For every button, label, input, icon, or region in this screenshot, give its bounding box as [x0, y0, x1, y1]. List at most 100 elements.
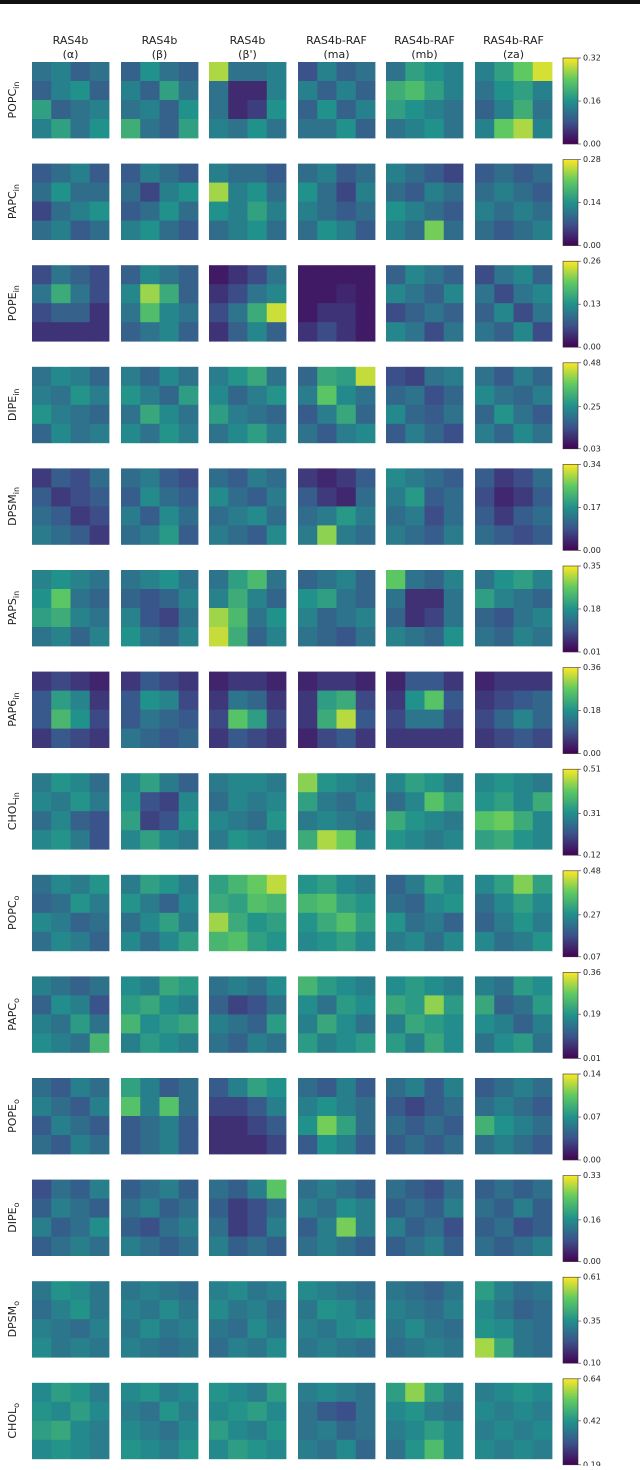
- heatmap-cell: [355, 1033, 376, 1053]
- heatmap-cell: [355, 1338, 376, 1358]
- heatmap-cell: [51, 570, 71, 590]
- heatmap-cell: [159, 1033, 180, 1053]
- heatmap-cell: [70, 1281, 91, 1301]
- heatmap-cell: [405, 589, 425, 609]
- colorbar-tick-label: 0.64: [583, 1374, 601, 1383]
- heatmap-cell: [121, 627, 141, 647]
- heatmap-cell: [405, 1420, 425, 1441]
- colorbar-tick-label: 0.35: [583, 562, 601, 571]
- colorbar: [562, 362, 579, 450]
- heatmap-cell: [298, 709, 318, 729]
- heatmap-cell: [51, 1033, 71, 1053]
- heatmap-cell: [51, 709, 71, 729]
- heatmap-cell: [317, 62, 337, 82]
- heatmap-cell: [443, 893, 464, 914]
- heatmap-cell: [298, 468, 318, 488]
- heatmap-cell: [424, 1078, 445, 1098]
- heatmap-cell: [355, 1319, 376, 1339]
- heatmap-cell: [405, 1319, 425, 1339]
- heatmap-cell: [532, 182, 553, 202]
- heatmap-cell: [494, 468, 514, 488]
- heatmap-cell: [443, 728, 464, 748]
- heatmap-cell: [355, 220, 376, 240]
- heatmap-cell: [228, 1338, 248, 1358]
- colorbar-tick-label: 0.00: [583, 1156, 601, 1165]
- heatmap-cell: [386, 589, 406, 609]
- heatmap-cell: [32, 284, 52, 304]
- heatmap-cell: [494, 589, 514, 609]
- heatmap-cell: [405, 220, 425, 240]
- heatmap-cell: [70, 163, 91, 183]
- heatmap-cell: [89, 608, 110, 628]
- heatmap-cell: [228, 608, 248, 628]
- heatmap-cell: [159, 100, 180, 120]
- heatmap-cell: [89, 773, 110, 793]
- heatmap-cell: [355, 931, 376, 952]
- heatmap-cell: [405, 893, 425, 914]
- heatmap-cell: [228, 709, 248, 729]
- heatmap-cell: [159, 468, 180, 488]
- heatmap-cell: [247, 1281, 268, 1301]
- heatmap-cell: [32, 1281, 52, 1301]
- heatmap-cell: [386, 404, 406, 425]
- heatmap-cell: [159, 931, 180, 952]
- heatmap-cell: [405, 487, 425, 507]
- heatmap-cell: [121, 1179, 141, 1199]
- heatmap-cell: [494, 728, 514, 748]
- heatmap-cell: [51, 265, 71, 285]
- heatmap-cell: [89, 570, 110, 590]
- heatmap-cell: [336, 468, 357, 488]
- heatmap-cell: [32, 62, 52, 82]
- heatmap-cell: [532, 1420, 553, 1441]
- heatmap-cell: [228, 182, 248, 202]
- heatmap-cell: [140, 893, 160, 914]
- heatmap-cell: [266, 1236, 287, 1256]
- heatmap-cell: [475, 709, 495, 729]
- heatmap-cell: [336, 385, 357, 406]
- heatmap-cell: [70, 525, 91, 545]
- heatmap-cell: [247, 671, 268, 691]
- heatmap-cell: [443, 404, 464, 425]
- heatmap-cell: [424, 1014, 445, 1034]
- heatmap-cell: [209, 671, 229, 691]
- heatmap-cell: [532, 1217, 553, 1237]
- heatmap-cell: [443, 931, 464, 952]
- heatmap-cell: [51, 1338, 71, 1358]
- heatmap-cell: [443, 570, 464, 590]
- heatmap-cell: [475, 728, 495, 748]
- heatmap-cell: [513, 671, 534, 691]
- heatmap-cell: [355, 182, 376, 202]
- heatmap-cell: [386, 912, 406, 933]
- heatmap-cell: [405, 1338, 425, 1358]
- heatmap-cell: [121, 1319, 141, 1339]
- heatmap-cell: [386, 322, 406, 342]
- heatmap-cell: [513, 1420, 534, 1441]
- heatmap-cell: [89, 1135, 110, 1155]
- heatmap-cell: [121, 690, 141, 710]
- heatmap-cell: [70, 284, 91, 304]
- heatmap-cell: [317, 627, 337, 647]
- heatmap-cell: [247, 1033, 268, 1053]
- heatmap-cell: [336, 100, 357, 120]
- heatmap-cell: [443, 1179, 464, 1199]
- heatmap-cell: [405, 201, 425, 221]
- heatmap-cell: [513, 265, 534, 285]
- heatmap-cell: [532, 1236, 553, 1256]
- heatmap-cell: [298, 366, 318, 387]
- heatmap-cell: [405, 62, 425, 82]
- heatmap-cell: [51, 1179, 71, 1199]
- heatmap-cell: [443, 1217, 464, 1237]
- heatmap-cell: [159, 220, 180, 240]
- heatmap-cell: [317, 1198, 337, 1218]
- row-label-name: POPC: [6, 900, 19, 930]
- heatmap-cell: [209, 1198, 229, 1218]
- heatmap-cell: [159, 385, 180, 406]
- heatmap-cell: [298, 874, 318, 895]
- heatmap-cell: [475, 690, 495, 710]
- heatmap-cell: [355, 100, 376, 120]
- heatmap-cell: [386, 773, 406, 793]
- heatmap-cell: [178, 1116, 199, 1136]
- heatmap-cell: [140, 62, 160, 82]
- heatmap-cell: [317, 912, 337, 933]
- heatmap-cell: [317, 81, 337, 101]
